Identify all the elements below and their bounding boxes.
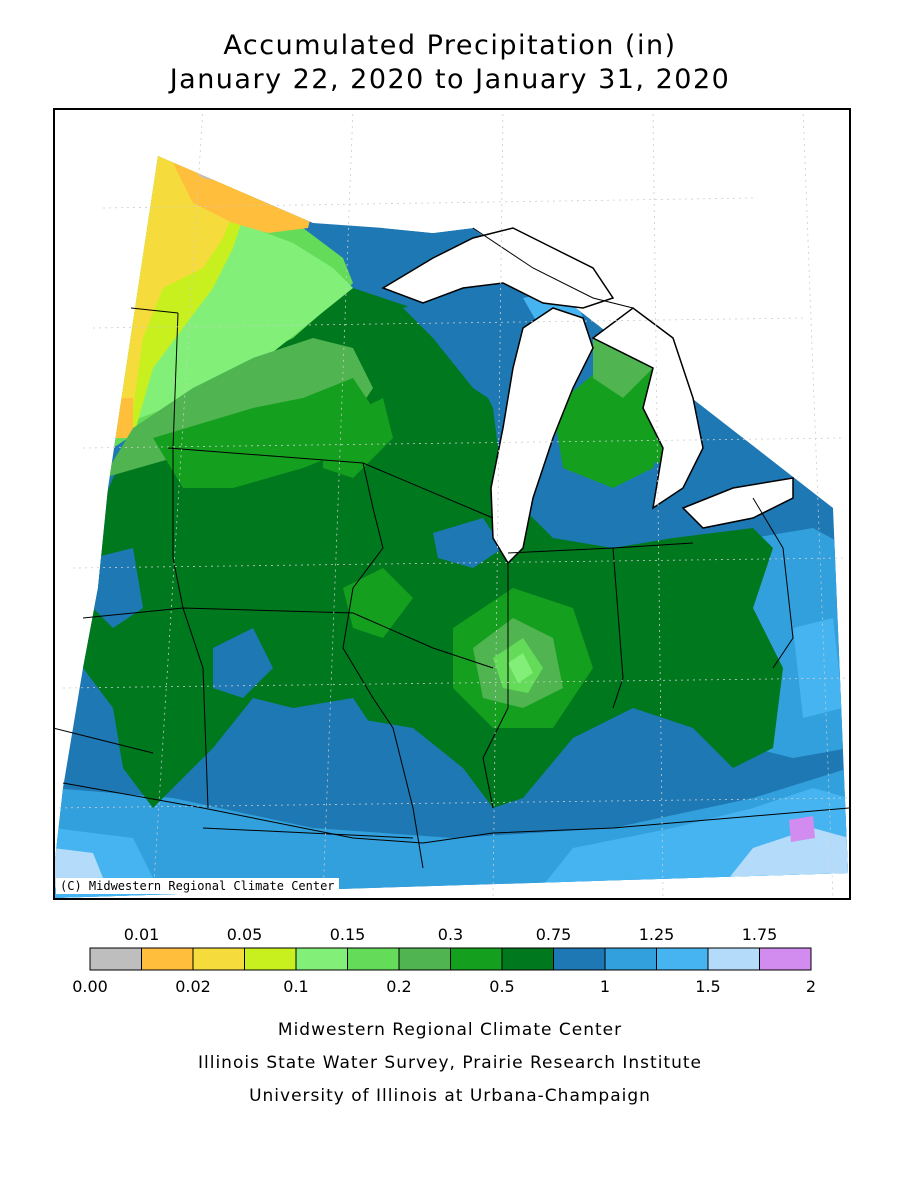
- legend-swatch: [501, 947, 554, 971]
- legend-swatch: [295, 947, 348, 971]
- legend-bottom-label: 0.02: [175, 977, 211, 996]
- legend-top-label: 1.75: [742, 925, 778, 944]
- precipitation-legend: 0.01 0.05 0.15 0.3 0.75 1.25 1.75 0.00 0.02 0.1 0.…: [72, 925, 816, 996]
- legend-top-label: 0.05: [227, 925, 263, 944]
- legend-swatch: [450, 947, 503, 971]
- precipitation-map: [53, 108, 849, 898]
- legend-bottom-label: 1.5: [695, 977, 720, 996]
- legend-top-label: 0.01: [124, 925, 160, 944]
- map-title: Accumulated Precipitation (in): [223, 30, 677, 61]
- canada-land: [203, 108, 849, 488]
- legend-bottom-label: 1: [600, 977, 610, 996]
- legend-swatch: [656, 947, 709, 971]
- legend-bottom-label: 0.00: [72, 977, 108, 996]
- legend-bottom-label: 0.1: [283, 977, 308, 996]
- copyright-label: (C) Midwestern Regional Climate Center: [56, 878, 339, 894]
- legend-swatch: [604, 947, 657, 971]
- great-lakes: [381, 227, 794, 565]
- legend-swatch: [759, 947, 812, 971]
- legend-bottom-label: 0.2: [386, 977, 411, 996]
- legend-swatch: [553, 947, 606, 971]
- legend-top-label: 0.75: [536, 925, 572, 944]
- legend-top-label: 0.3: [438, 925, 463, 944]
- legend-swatch: [398, 947, 451, 971]
- legend-swatch: [707, 947, 760, 971]
- legend-swatch: [347, 947, 400, 971]
- legend-swatch: [89, 947, 142, 971]
- legend-bottom-label: 2: [806, 977, 816, 996]
- legend-top-label: 1.25: [639, 925, 675, 944]
- credit-line-2: Illinois State Water Survey, Prairie Res…: [198, 1053, 702, 1073]
- legend-top-label: 0.15: [330, 925, 366, 944]
- state-boundaries: [53, 227, 849, 869]
- credit-line-1: Midwestern Regional Climate Center: [277, 1020, 623, 1040]
- legend-swatch: [244, 947, 297, 971]
- legend-swatch: [192, 947, 245, 971]
- map-subtitle: January 22, 2020 to January 31, 2020: [169, 64, 731, 95]
- graticule: [53, 108, 849, 898]
- credit-line-3: University of Illinois at Urbana-Champai…: [249, 1086, 651, 1106]
- legend-swatch: [141, 947, 194, 971]
- legend-bottom-label: 0.5: [489, 977, 514, 996]
